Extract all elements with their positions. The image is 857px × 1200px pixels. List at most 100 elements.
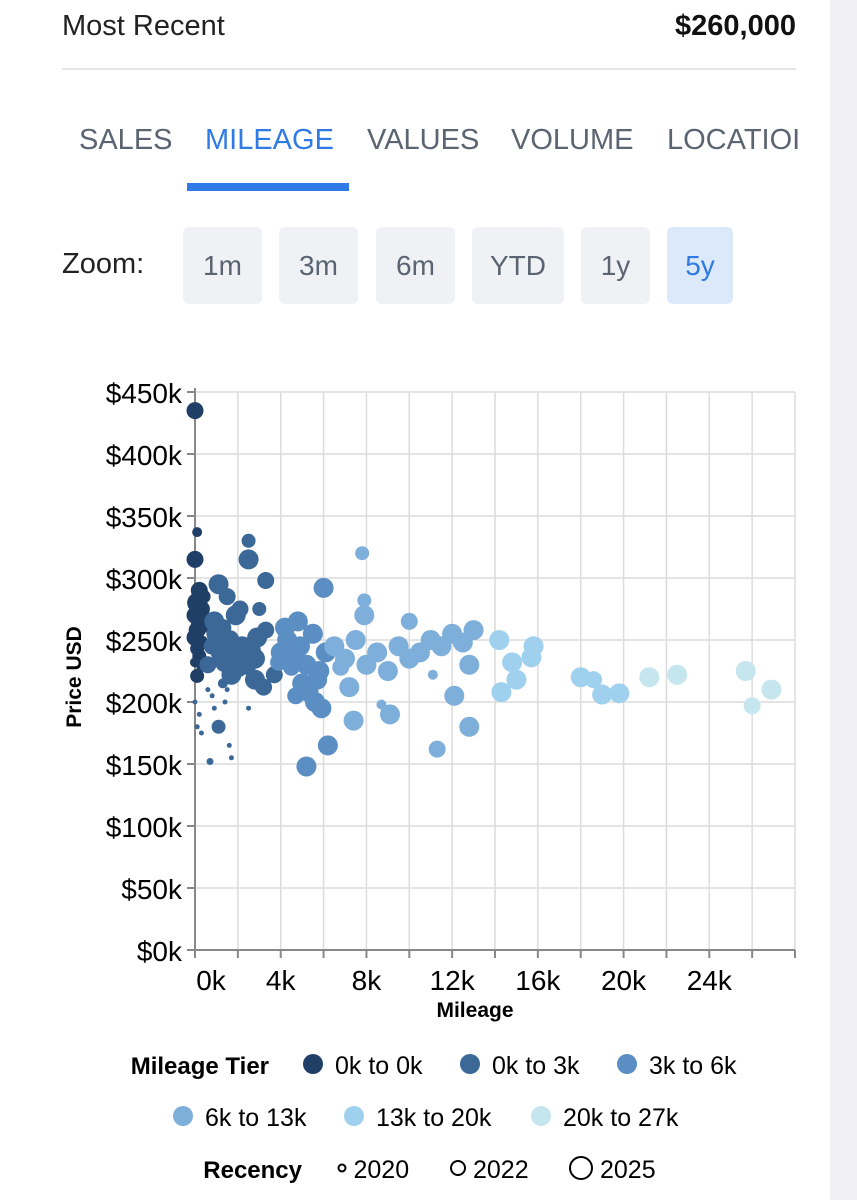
scatter-point [296, 756, 317, 777]
scatter-point [377, 661, 398, 681]
y-tick-label: $150k [106, 750, 183, 781]
scatter-point [313, 577, 334, 598]
legend-tier-swatch [460, 1054, 480, 1074]
scatter-point [190, 668, 205, 683]
zoom-5y-button[interactable]: 5y [667, 227, 733, 304]
scatter-point [199, 656, 217, 674]
scatter-point [211, 705, 217, 711]
scatter-point [222, 699, 228, 705]
legend-tier-label: 6k to 13k [205, 1104, 307, 1132]
scatter-point [280, 637, 298, 655]
scatter-point [226, 742, 232, 748]
scatter-point [639, 667, 660, 688]
scatter-point [238, 549, 259, 570]
legend-recency-swatch [450, 1160, 466, 1176]
scatter-point [354, 605, 375, 626]
scatter-point [444, 685, 465, 706]
most-recent-row: Most Recent $260,000 [62, 0, 796, 70]
scatter-point [257, 571, 275, 589]
scatter-point [247, 627, 268, 648]
scatter-point [245, 648, 265, 669]
scatter-point [355, 546, 370, 561]
scatter-point [246, 705, 252, 711]
scatter-point [735, 661, 756, 681]
scatter-point [192, 527, 203, 538]
x-tick-label: 24k [687, 965, 733, 996]
scatter-point [270, 653, 288, 671]
legend-recency-swatch [569, 1156, 593, 1180]
x-axis-title: Mileage [436, 999, 513, 1022]
legend-tier-swatch [531, 1106, 551, 1126]
tab-values[interactable]: VALUES [367, 124, 480, 156]
y-axis-title: Price USD [63, 626, 86, 728]
y-tick-label: $250k [106, 626, 183, 657]
zoom-3m-button[interactable]: 3m [279, 227, 358, 304]
scatter-point [255, 678, 273, 696]
scatter-points [186, 402, 782, 777]
tab-volume[interactable]: VOLUME [511, 124, 634, 156]
x-tick-label: 8k [352, 965, 383, 996]
tab-location[interactable]: LOCATIOI [667, 124, 801, 156]
chart-tabs: SALES MILEAGE VALUES VOLUME LOCATIOI [0, 100, 830, 195]
tab-mileage[interactable]: MILEAGE [205, 124, 334, 156]
scatter-point [400, 612, 418, 630]
scatter-point [209, 693, 215, 699]
y-tick-label: $400k [106, 440, 183, 471]
scatter-point [345, 630, 366, 650]
y-tick-label: $100k [106, 812, 183, 843]
scatter-point [192, 699, 198, 705]
legend-recency-title: Recency [203, 1157, 302, 1184]
x-tick-label: 0k [196, 965, 227, 996]
legend-tier-label: 20k to 27k [563, 1104, 679, 1132]
legend-tier-label: 13k to 20k [376, 1104, 492, 1132]
x-tick-label: 16k [515, 965, 561, 996]
legend-tier-swatch [173, 1106, 193, 1126]
scatter-point [317, 735, 338, 756]
scatter-point [463, 620, 484, 641]
scatter-point [339, 677, 360, 698]
scatter-point [380, 704, 400, 725]
scatter-point [761, 679, 782, 700]
most-recent-value: $260,000 [675, 10, 796, 42]
scatter-point [376, 699, 387, 710]
y-tick-label: $200k [106, 688, 183, 719]
scatter-point [252, 602, 267, 616]
tab-sales[interactable]: SALES [79, 124, 173, 156]
page-scroll-edge [830, 0, 857, 1200]
scatter-point [204, 611, 225, 632]
legend-recency-label: 2025 [600, 1156, 656, 1184]
scatter-point [428, 740, 446, 758]
y-tick-label: $0k [137, 936, 183, 967]
legend-tier-swatch [617, 1054, 637, 1074]
scatter-point [667, 664, 688, 685]
scatter-point [218, 588, 236, 606]
scatter-point [332, 658, 350, 676]
scatter-point [609, 683, 630, 704]
scatter-point [198, 730, 204, 736]
scatter-point [231, 600, 249, 618]
scatter-point [206, 758, 214, 766]
scatter-point [592, 684, 613, 705]
zoom-1y-button[interactable]: 1y [581, 227, 650, 304]
scatter-point [506, 669, 527, 690]
scatter-point [196, 711, 202, 717]
zoom-1m-button[interactable]: 1m [183, 227, 262, 304]
y-tick-label: $300k [106, 564, 183, 595]
scatter-point [282, 658, 300, 676]
scatter-point [186, 550, 204, 568]
scatter-point [459, 654, 480, 675]
scatter-point [311, 698, 332, 719]
scatter-point [367, 642, 388, 663]
scatter-point [186, 402, 204, 420]
zoom-6m-button[interactable]: 6m [376, 227, 455, 304]
scatter-point [228, 755, 234, 761]
zoom-ytd-button[interactable]: YTD [472, 227, 564, 304]
most-recent-label: Most Recent [62, 10, 225, 42]
scatter-point [743, 697, 761, 715]
scatter-point [205, 687, 211, 693]
y-tick-label: $350k [106, 502, 183, 533]
scatter-point [521, 647, 542, 668]
scatter-point [241, 533, 256, 548]
scatter-point [211, 719, 226, 734]
scatter-point [307, 669, 328, 690]
